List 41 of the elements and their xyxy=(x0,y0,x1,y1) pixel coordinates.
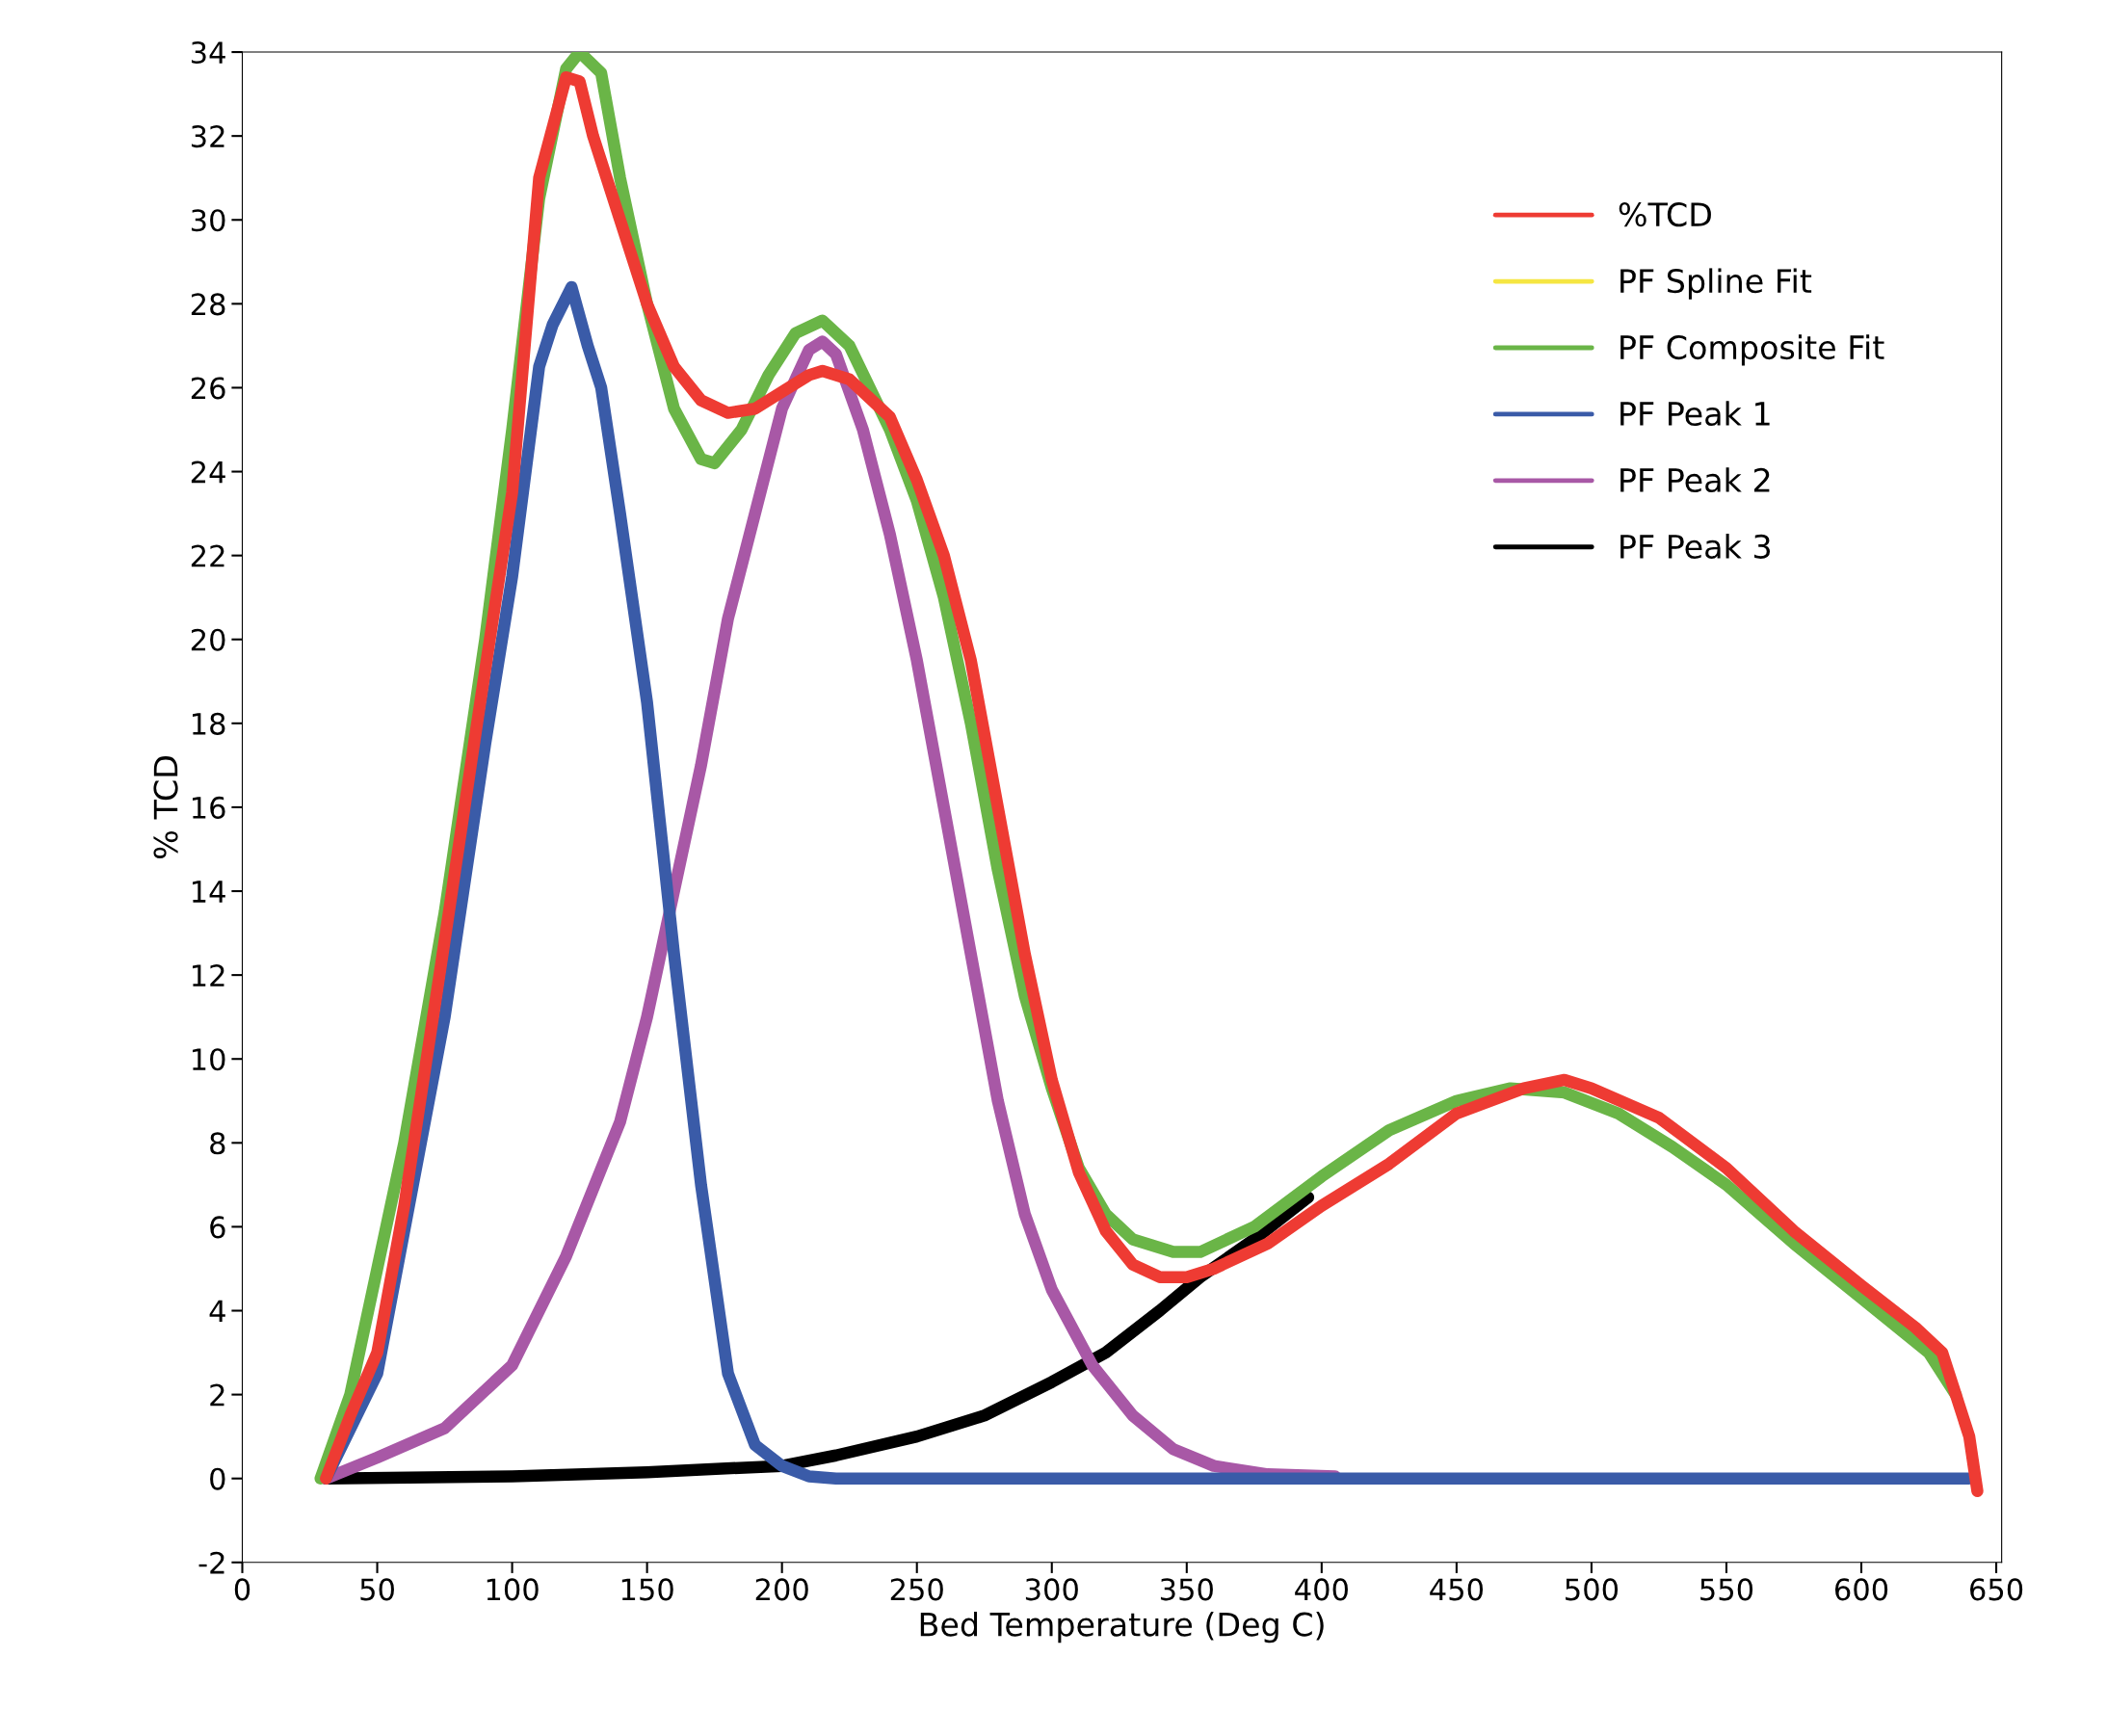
y-tick-label: 14 xyxy=(193,881,225,903)
legend-label: %TCD xyxy=(1619,202,1711,227)
y-tick-label: 0 xyxy=(210,1467,225,1490)
y-tick-label: 4 xyxy=(209,1300,225,1323)
y-tick-label: 30 xyxy=(191,209,225,232)
x-tick-label: 400 xyxy=(1295,1578,1348,1601)
y-tick-label: 18 xyxy=(193,712,225,735)
y-tick-label: 22 xyxy=(191,544,224,567)
x-tick-label: 200 xyxy=(755,1578,808,1601)
legend-label: PF Peak 2 xyxy=(1620,467,1770,492)
x-tick-label: 150 xyxy=(621,1578,673,1601)
x-tick-label: 250 xyxy=(890,1578,943,1601)
y-tick-label: 8 xyxy=(210,1132,225,1155)
x-tick-label: 600 xyxy=(1834,1578,1888,1601)
x-tick-label: 450 xyxy=(1430,1578,1484,1601)
x-tick-label: 650 xyxy=(1970,1578,2023,1601)
x-tick-label: 350 xyxy=(1160,1578,1213,1601)
legend-label: PF Peak 1 xyxy=(1620,401,1770,427)
y-tick-label: 24 xyxy=(191,460,225,484)
y-tick-label: 2 xyxy=(210,1383,224,1407)
x-tick-label: 300 xyxy=(1025,1578,1078,1601)
y-tick-label: 20 xyxy=(191,628,225,651)
x-tick-label: 550 xyxy=(1700,1578,1753,1601)
y-tick-label: 16 xyxy=(193,796,225,819)
y-tick-label: 34 xyxy=(191,40,225,65)
y-tick-label: 28 xyxy=(191,293,225,316)
legend-label: PF Peak 3 xyxy=(1620,534,1771,559)
legend-label: PF Spline Fit xyxy=(1620,268,1812,300)
y-tick-label: 32 xyxy=(191,125,224,148)
x-tick-label: 500 xyxy=(1566,1578,1619,1601)
y-tick-label: 6 xyxy=(210,1216,225,1239)
x-tick-label: 100 xyxy=(487,1578,539,1601)
x-tick-label: 50 xyxy=(360,1578,394,1601)
y-tick-label: 26 xyxy=(191,377,225,400)
y-axis-title: % TCD xyxy=(153,756,178,858)
y-tick-label: 12 xyxy=(193,964,224,986)
x-tick-label: 0 xyxy=(234,1578,250,1601)
y-tick-label: 10 xyxy=(193,1048,225,1071)
y-tick-label: -2 xyxy=(198,1551,224,1574)
legend-label: PF Composite Fit xyxy=(1620,334,1884,366)
x-axis-title: Bed Temperature (Deg C) xyxy=(920,1611,1324,1644)
